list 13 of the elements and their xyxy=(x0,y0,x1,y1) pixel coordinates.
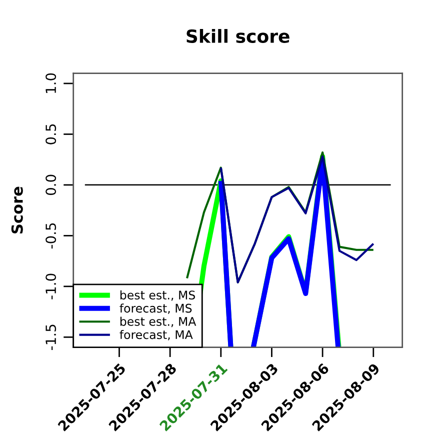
legend-label: forecast, MA xyxy=(120,330,193,340)
legend-label: forecast, MS xyxy=(120,304,192,314)
y-tick-label: 0.5 xyxy=(46,124,56,144)
y-tick-label: -1.0 xyxy=(46,274,56,300)
y-tick-label: -1.5 xyxy=(46,324,56,350)
y-tick-label: 1.0 xyxy=(46,73,56,93)
y-tick-label: -0.5 xyxy=(46,223,56,249)
chart-title: Skill score xyxy=(186,29,290,44)
y-tick-label: 0.0 xyxy=(46,174,56,196)
legend-label: best est., MS xyxy=(120,290,195,301)
y-axis-title: Score xyxy=(11,186,23,234)
legend-label: best est., MA xyxy=(120,316,196,328)
line-series xyxy=(220,155,374,284)
